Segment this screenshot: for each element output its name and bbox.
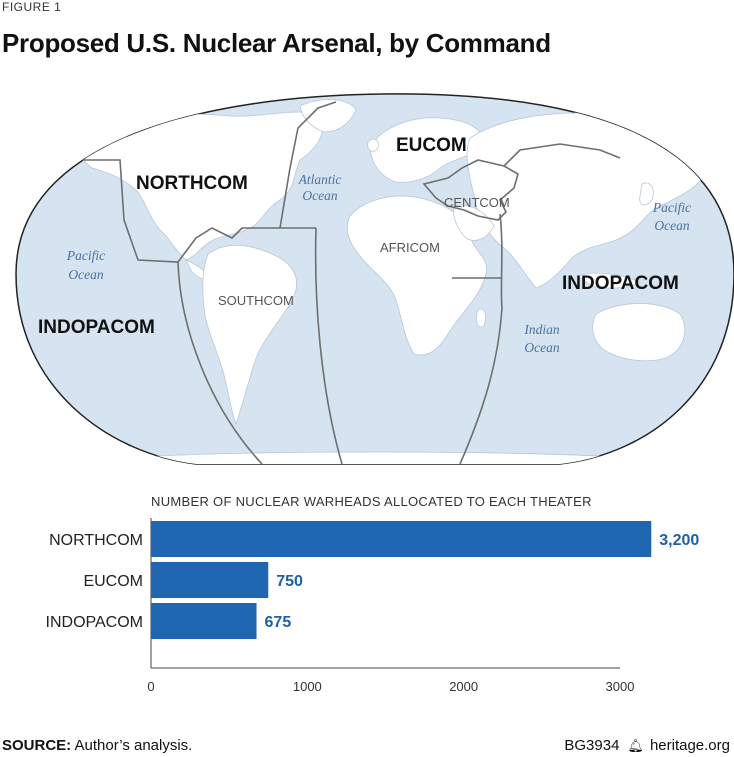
world-map: EUCOM NORTHCOM CENTCOM AFRICOM SOUTHCOM … [15,93,734,465]
value-label-eucom: 750 [276,573,303,590]
category-label-indopacom: INDOPACOM [46,614,143,631]
land-madagascar [476,308,486,328]
land-arabia [453,204,495,241]
ocean-atlantic-line2: Ocean [302,188,337,203]
x-tick-label: 3000 [606,679,635,694]
ocean-atlantic-line1: Atlantic [298,172,342,187]
bar-indopacom [151,603,257,639]
value-label-northcom: 3,200 [659,532,699,549]
label-northcom: NORTHCOM [136,173,248,194]
source-label: SOURCE: [2,737,72,754]
boundary-eucom-asia [503,143,621,167]
warheads-bar-chart: NUMBER OF NUCLEAR WARHEADS ALLOCATED TO … [46,494,700,694]
land-south-america [202,244,297,426]
chart-title: NUMBER OF NUCLEAR WARHEADS ALLOCATED TO … [151,494,592,509]
label-centcom: CENTCOM [444,195,510,210]
category-label-northcom: NORTHCOM [49,532,143,549]
label-indopacom-west: INDOPACOM [38,317,155,338]
figure-label: FIGURE 1 [2,0,62,14]
land-north-america [79,111,324,261]
label-eucom: EUCOM [396,135,467,156]
report-code: BG3934 [564,737,620,754]
ocean-indian-line2: Ocean [524,340,559,355]
source-note: SOURCE: Author’s analysis. [2,737,192,754]
boundary-southcom-east [314,227,343,464]
land-indonesia [577,272,641,289]
boundary-northcom-east [279,101,337,229]
ocean-pacific-east-line1: Pacific [652,200,691,215]
value-label-indopacom: 675 [265,614,292,631]
x-tick-label: 1000 [293,679,322,694]
boundary-africom-east [459,213,503,464]
source-text: Author’s analysis. [71,737,193,754]
category-label-eucom: EUCOM [83,573,143,590]
land-japan [639,182,654,206]
land-uk [367,138,379,152]
page-title: Proposed U.S. Nuclear Arsenal, by Comman… [2,28,551,58]
bar-eucom [151,562,269,598]
x-tick-label: 2000 [449,679,478,694]
land-africa [346,195,488,356]
ocean-pacific-west-line2: Ocean [68,267,103,282]
land-greenland [299,99,357,133]
land-australia [592,303,686,362]
boundary-southcom-west [177,261,263,464]
bar-northcom [151,521,652,557]
label-africom: AFRICOM [380,240,440,255]
ocean-indian-line1: Indian [523,322,559,337]
ocean-pacific-east-line2: Ocean [654,218,689,233]
boundary-centcom [422,159,519,221]
footer-credit: BG3934 🔔︎ heritage.org [564,737,730,754]
x-tick-label: 0 [147,679,154,694]
site-link[interactable]: heritage.org [649,737,730,754]
ocean-pacific-west-line1: Pacific [66,248,105,263]
heritage-bell-icon: 🔔︎ [627,738,644,753]
boundary-northcom-west [56,159,316,263]
label-indopacom-east: INDOPACOM [562,273,679,294]
label-southcom: SOUTHCOM [218,293,294,308]
